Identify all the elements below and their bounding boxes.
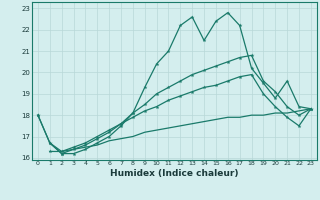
X-axis label: Humidex (Indice chaleur): Humidex (Indice chaleur) xyxy=(110,169,239,178)
